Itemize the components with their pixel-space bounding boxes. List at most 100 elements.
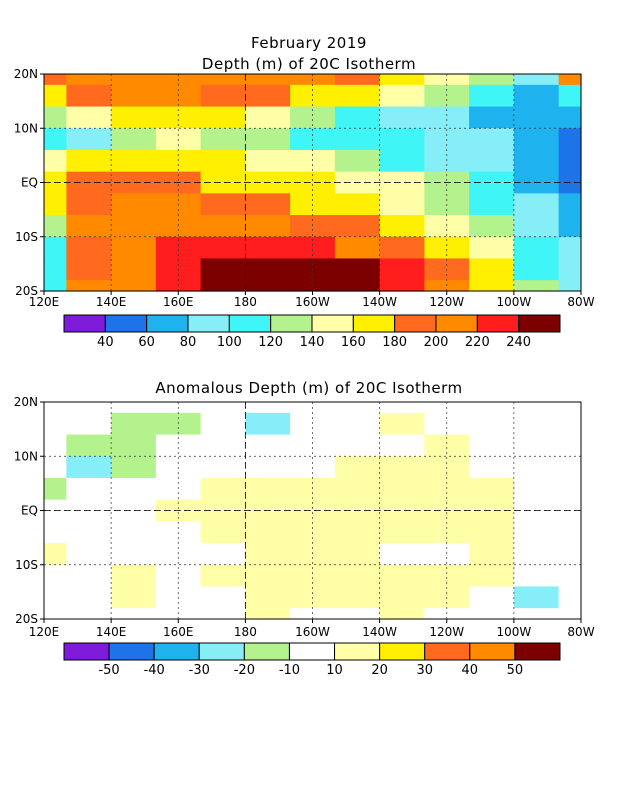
field-cell [66, 258, 112, 281]
colorbar-swatch [394, 314, 437, 333]
field-cell [66, 149, 112, 173]
field-cell [111, 193, 157, 216]
colorbar-label: 100 [217, 335, 242, 350]
field-cell [155, 477, 202, 501]
field-cell [245, 280, 291, 292]
field-cell [513, 564, 560, 588]
field-cell [513, 477, 560, 501]
field-cell [290, 215, 336, 238]
field-cell [245, 412, 291, 436]
field-cell [44, 477, 67, 501]
field-cell [513, 193, 560, 216]
field-cell [200, 412, 246, 436]
field-cell [513, 521, 560, 544]
field-cell [200, 193, 246, 216]
field-cell [245, 128, 291, 151]
field-cell [44, 521, 67, 544]
x-tick-label: 100W [496, 625, 531, 639]
field-cell [66, 215, 112, 238]
field-cell [334, 215, 381, 238]
x-tick-label: 160E [163, 295, 194, 309]
field-cell [558, 608, 582, 620]
field-cell [155, 236, 202, 260]
x-tick-label: 120W [429, 625, 464, 639]
field-cell [245, 74, 291, 86]
y-tick-label: 20S [15, 612, 38, 626]
field-cell [290, 149, 336, 173]
field-cell [513, 434, 560, 457]
field-cell [424, 543, 470, 566]
field-cell [334, 412, 381, 436]
field-cell [379, 106, 425, 129]
field-cell [155, 564, 202, 588]
field-cell [424, 215, 470, 238]
field-cell [558, 74, 582, 86]
field-cell [334, 84, 381, 108]
colorbar-label: 40 [97, 335, 114, 350]
field-cell [379, 456, 425, 479]
field-cell [379, 193, 425, 216]
field-cell [379, 74, 425, 86]
field-cell [44, 402, 67, 414]
field-cell [379, 84, 425, 108]
field-cell [111, 236, 157, 260]
field-cell [513, 74, 560, 86]
field-cell [334, 402, 381, 414]
field-cell [424, 106, 470, 129]
field-cell [245, 477, 291, 501]
field-cell [424, 149, 470, 173]
chart1-title: February 2019 [251, 34, 367, 52]
field-cell [290, 106, 336, 129]
field-cell [379, 215, 425, 238]
field-cell [469, 236, 515, 260]
colorbar-label: -30 [189, 663, 210, 678]
field-cell [558, 456, 582, 479]
field-cell [200, 499, 246, 522]
field-cell [424, 434, 470, 457]
field-cell [200, 258, 246, 281]
colorbar-label: 180 [382, 335, 407, 350]
colorbar-swatch [228, 314, 272, 333]
field-cell [245, 521, 291, 544]
field-cell [334, 477, 381, 501]
field-cell [290, 564, 336, 588]
field-cell [66, 477, 112, 501]
field-cell [469, 521, 515, 544]
field-cell [379, 586, 425, 609]
field-cell [44, 434, 67, 457]
field-cell [44, 74, 67, 86]
field-cell [379, 564, 425, 588]
colorbar-swatch [270, 314, 313, 333]
field-cell [200, 280, 246, 292]
field-cell [513, 543, 560, 566]
field-cell [379, 499, 425, 522]
field-cell [513, 402, 560, 414]
field-cell [379, 412, 425, 436]
x-tick-label: 140W [362, 295, 397, 309]
field-cell [111, 434, 157, 457]
colorbar-label: -50 [98, 663, 119, 678]
field-cell [558, 402, 582, 414]
field-cell [245, 193, 291, 216]
x-tick-label: 180 [234, 295, 257, 309]
colorbar-swatch [476, 314, 520, 333]
field-cell [111, 543, 157, 566]
field-cell [111, 477, 157, 501]
field-cell [558, 564, 582, 588]
colorbar-swatch [187, 314, 230, 333]
colorbar-label: 200 [424, 335, 449, 350]
colorbar-label: 20 [371, 663, 388, 678]
field-cell [200, 106, 246, 129]
field-cell [245, 106, 291, 129]
field-cell [44, 412, 67, 436]
field-cell [290, 499, 336, 522]
field-cell [558, 149, 582, 173]
field-cell [558, 412, 582, 436]
field-cell [379, 477, 425, 501]
field-cell [469, 608, 515, 620]
field-cell [558, 236, 582, 260]
colorbar-swatch [288, 642, 336, 661]
field-cell [66, 608, 112, 620]
colorbar-label: 80 [180, 335, 197, 350]
field-cell [558, 84, 582, 108]
